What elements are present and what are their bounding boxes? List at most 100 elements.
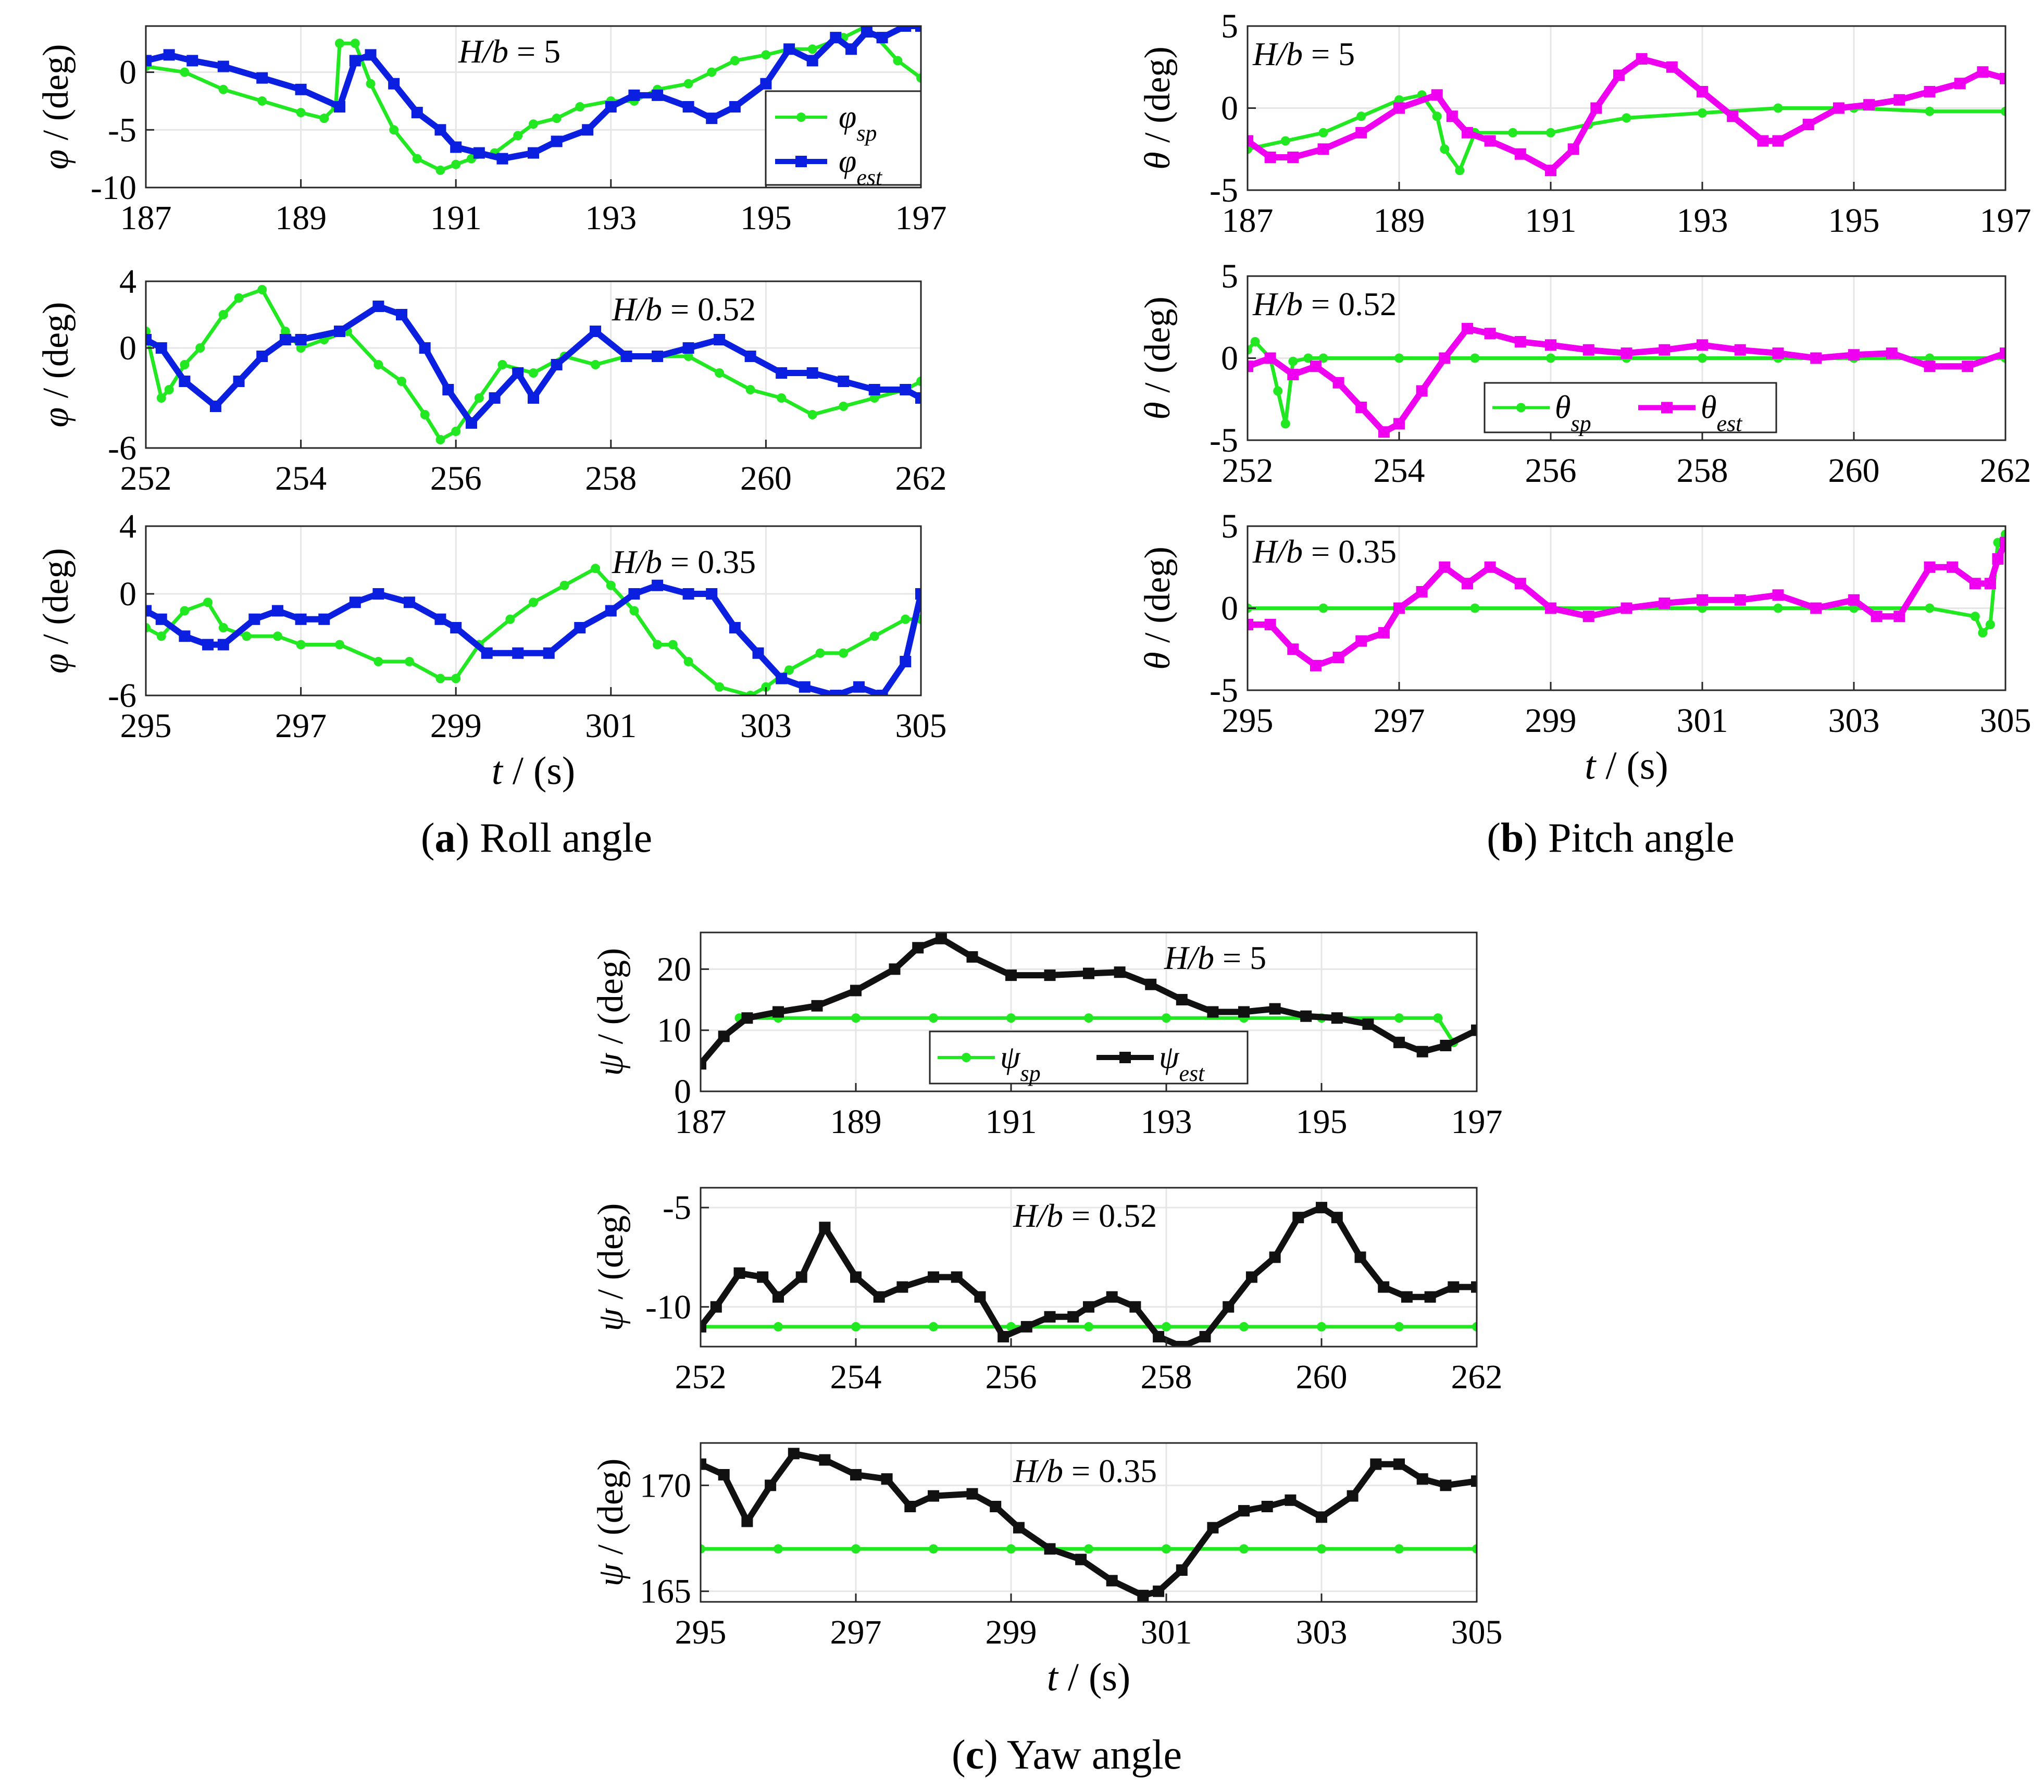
data-point: [652, 351, 664, 362]
data-point: [1439, 352, 1451, 364]
data-point: [1849, 603, 1859, 613]
data-point: [2000, 72, 2005, 84]
data-point: [652, 89, 664, 101]
data-point: [904, 1501, 916, 1512]
axes-box: [145, 525, 922, 696]
data-point: [1223, 1301, 1235, 1313]
x-tick-label: 191: [986, 1103, 1037, 1141]
data-point: [248, 613, 260, 625]
data-point: [1484, 328, 1496, 340]
data-point: [156, 631, 166, 641]
series-line: [146, 303, 921, 426]
x-tick-label: 197: [1451, 1103, 1503, 1141]
x-tick-label: 189: [830, 1103, 882, 1141]
data-point: [757, 1271, 769, 1283]
data-point: [806, 55, 818, 67]
annotation: H/b = 0.35: [612, 543, 756, 580]
x-tick-label: 297: [275, 707, 327, 745]
series-_sp: [701, 1322, 1477, 1331]
caption-a: (a) Roll angle: [421, 815, 652, 861]
axes-box: [700, 1442, 1478, 1603]
legend-marker: [1119, 1052, 1131, 1063]
series-_est: [1248, 53, 2005, 177]
legend-label: ψest: [1159, 1040, 1205, 1086]
data-point: [1471, 1475, 1477, 1487]
data-point: [420, 410, 430, 419]
data-point: [730, 56, 740, 66]
y-tick-label: 0: [119, 54, 136, 92]
series-_est: [146, 26, 921, 165]
data-point: [1269, 1251, 1281, 1263]
data-point: [1810, 352, 1822, 364]
data-point: [2001, 106, 2005, 116]
y-axis-label: φ / (deg): [36, 302, 76, 428]
data-point: [1162, 1013, 1171, 1023]
data-point: [396, 309, 408, 320]
x-tick-label: 301: [1677, 702, 1728, 740]
data-point: [218, 310, 228, 319]
data-point: [1207, 1522, 1219, 1534]
data-point: [334, 101, 345, 113]
y-tick-label: 5: [1221, 507, 1238, 545]
data-point: [1514, 336, 1526, 347]
data-point: [928, 1271, 939, 1283]
data-point: [202, 639, 214, 651]
data-point: [901, 614, 911, 624]
x-tick-label: 195: [1828, 202, 1880, 240]
data-point: [1621, 347, 1632, 359]
data-point: [850, 985, 862, 997]
data-point: [1044, 969, 1056, 981]
y-tick-label: 10: [657, 1012, 691, 1050]
annotation: H/b = 0.52: [1013, 1197, 1157, 1234]
data-point: [1432, 111, 1442, 121]
y-tick-label: 0: [1221, 90, 1238, 128]
annotation: H/b = 0.35: [1013, 1452, 1157, 1489]
data-point: [701, 1058, 706, 1070]
data-point: [1734, 594, 1746, 606]
data-point: [591, 564, 601, 574]
data-point: [179, 376, 191, 387]
data-point: [1446, 110, 1458, 122]
chart-panels: 187 189 191 193 195 197 0 -5 -10 φ / (deg) H/b = 5…: [36, 7, 2031, 1699]
data-point: [1636, 53, 1648, 65]
x-tick-label: 195: [1296, 1103, 1348, 1141]
data-point: [465, 417, 477, 429]
data-point: [1331, 1012, 1343, 1024]
data-point: [1773, 603, 1783, 613]
data-point: [1924, 561, 1936, 573]
data-point: [701, 1544, 705, 1554]
caption-b: (b) Pitch angle: [1487, 815, 1734, 861]
data-point: [893, 56, 903, 66]
data-point: [419, 342, 431, 354]
data-point: [929, 1013, 938, 1023]
data-point: [1697, 86, 1708, 97]
data-point: [1162, 1544, 1171, 1554]
data-point: [474, 393, 484, 403]
x-tick-label: 193: [1677, 202, 1728, 240]
data-point: [1005, 969, 1017, 981]
data-point: [559, 580, 569, 590]
y-tick-label: 0: [674, 1073, 691, 1111]
data-point: [1287, 369, 1299, 380]
x-tick-label: 252: [120, 459, 172, 497]
x-tick-label: 254: [275, 459, 327, 497]
y-axis-label: θ / (deg): [1138, 546, 1178, 670]
data-point: [574, 622, 586, 633]
data-point: [928, 1490, 939, 1502]
data-point: [1886, 347, 1898, 359]
data-point: [1810, 602, 1822, 614]
chart-pitch-3: 295 297 299 301 303 305 5 0 -5 θ / (deg) t / (s) H/…: [1138, 507, 2031, 788]
data-point: [1318, 353, 1328, 363]
data-point: [1947, 561, 1959, 573]
data-point: [682, 342, 694, 354]
x-tick-label: 189: [1374, 202, 1425, 240]
x-tick-label: 191: [430, 199, 482, 237]
data-point: [551, 359, 563, 370]
data-point: [1162, 1322, 1171, 1331]
data-point: [1248, 345, 1252, 355]
data-point: [1378, 627, 1390, 639]
data-point: [318, 613, 330, 625]
data-point: [1245, 1271, 1257, 1283]
data-point: [1394, 95, 1404, 105]
data-point: [605, 101, 617, 113]
